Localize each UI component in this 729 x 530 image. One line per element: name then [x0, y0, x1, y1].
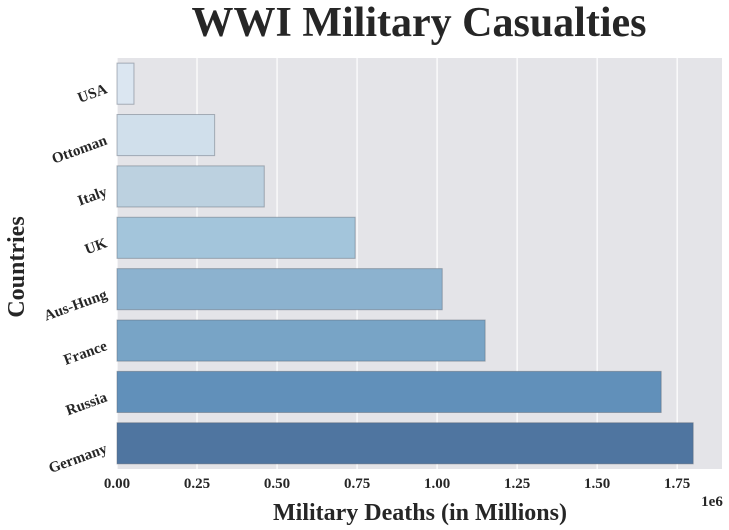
y-axis-label: Countries [4, 216, 30, 317]
bars [116, 62, 694, 465]
bar-ottoman [116, 114, 216, 157]
bar-italy [116, 165, 265, 208]
y-tick-label: Ottoman [50, 133, 110, 168]
y-tick-label: France [62, 338, 110, 369]
x-tick-label: 1.50 [584, 476, 610, 492]
x-tick-label: 0.75 [344, 476, 370, 492]
bar-uk [116, 216, 356, 259]
y-tick-label: Russia [64, 389, 110, 419]
x-tick-labels: 0.00 0.25 0.50 0.75 1.00 1.25 1.50 1.75 [104, 476, 690, 492]
x-axis-label: Military Deaths (in Millions) [273, 500, 567, 526]
bar-usa [116, 62, 135, 105]
y-tick-label: UK [83, 235, 110, 258]
x-tick-label: 0.00 [104, 476, 130, 492]
x-axis-offset-label: 1e6 [701, 494, 723, 510]
bar-aus-hung [116, 268, 443, 311]
x-tick-label: 1.25 [504, 476, 530, 492]
x-tick-label: 1.00 [424, 476, 450, 492]
bar-russia [116, 370, 662, 413]
x-tick-label: 1.75 [664, 476, 690, 492]
y-tick-labels: USA Ottoman Italy UK Aus-Hung France Russia Ger… [42, 81, 110, 477]
x-tick-label: 0.50 [264, 476, 290, 492]
y-tick-label: Aus-Hung [42, 287, 110, 325]
bar-france [116, 319, 486, 362]
bar-germany [116, 422, 694, 465]
y-tick-label: Germany [47, 441, 110, 477]
x-tick-label: 0.25 [184, 476, 210, 492]
y-tick-label: Italy [76, 184, 110, 209]
chart-title: WWI Military Casualties [192, 0, 647, 46]
y-tick-label: USA [76, 81, 110, 106]
